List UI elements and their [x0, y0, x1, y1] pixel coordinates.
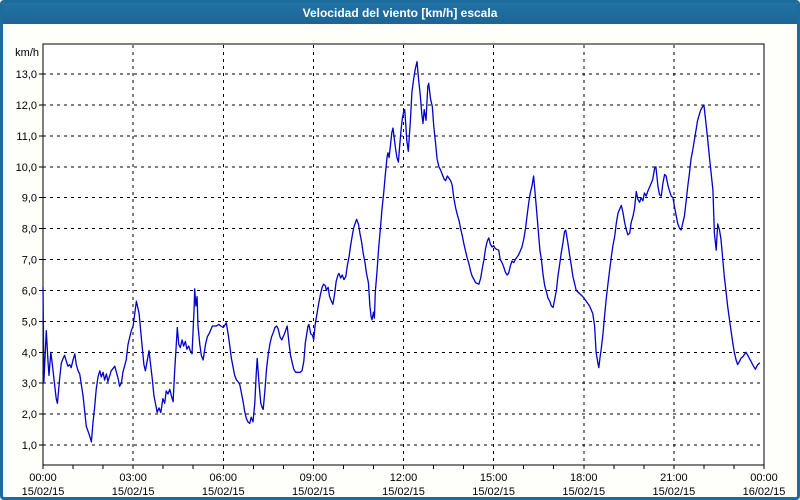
x-tick-time-label: 12:00: [390, 472, 418, 484]
x-tick-date-label: 15/02/15: [292, 486, 335, 498]
y-tick-label: 10,0: [16, 162, 37, 174]
plot-area: [42, 43, 765, 466]
y-tick-label: 11,0: [16, 131, 37, 143]
x-tick-date-label: 15/02/15: [382, 486, 425, 498]
title-bar: Velocidad del viento [km/h] escala: [3, 3, 797, 24]
x-tick-time-label: 21:00: [660, 472, 688, 484]
x-tick-date-label: 15/02/15: [112, 486, 155, 498]
x-tick-time-label: 18:00: [570, 472, 598, 484]
y-tick-label: 12,0: [16, 100, 37, 112]
x-tick-time-label: 06:00: [209, 472, 237, 484]
wind-speed-line: [42, 60, 761, 443]
chart-title: Velocidad del viento [km/h] escala: [302, 6, 498, 20]
y-tick-label: 9,0: [22, 193, 37, 205]
x-tick-time-label: 15:00: [480, 472, 508, 484]
x-tick-time-label: 03:00: [119, 472, 147, 484]
y-tick-label: 7,0: [22, 255, 37, 267]
y-axis-unit-label: km/h: [15, 47, 39, 59]
x-tick-time-label: 00:00: [750, 472, 778, 484]
x-tick-time-label: 09:00: [300, 472, 328, 484]
chart-canvas: 13,0 12,0 11,0 10,0 9,0 8,0 7,0 6,0 5,0 4,0 3,0 2,0…: [15, 43, 786, 498]
y-tick-label: 3,0: [22, 378, 37, 390]
y-tick-label: 2,0: [22, 409, 37, 421]
x-tick-date-label: 15/02/15: [562, 486, 605, 498]
x-tick-date-label: 15/02/15: [202, 486, 245, 498]
y-tick-label: 6,0: [22, 285, 37, 297]
x-tick-date-label: 15/02/15: [472, 486, 515, 498]
x-tick-date-label: 16/02/15: [743, 486, 786, 498]
y-tick-label: 4,0: [22, 347, 37, 359]
y-tick-label: 1,0: [22, 440, 37, 452]
y-tick-label: 13,0: [16, 69, 37, 81]
x-tick-date-label: 15/02/15: [652, 486, 695, 498]
y-tick-label: 5,0: [22, 316, 37, 328]
x-tick-time-label: 00:00: [29, 472, 57, 484]
y-tick-label: 8,0: [22, 224, 37, 236]
x-tick-date-label: 15/02/15: [22, 486, 65, 498]
